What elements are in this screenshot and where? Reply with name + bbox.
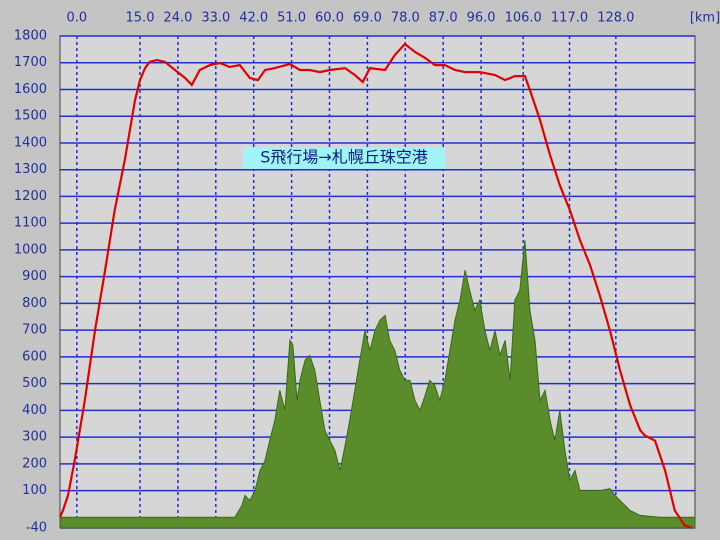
x-tick-label: 51.0 <box>277 11 306 26</box>
annotation-box <box>243 147 445 169</box>
y-tick-label: 1400 <box>14 135 47 150</box>
y-tick-label: 800 <box>22 296 47 311</box>
x-tick-label: 128.0 <box>597 11 634 26</box>
y-tick-label: 1200 <box>14 189 47 204</box>
y-tick-label: 1600 <box>14 82 47 97</box>
y-tick-label: 1300 <box>14 162 47 177</box>
y-tick-label: 400 <box>22 403 47 418</box>
x-tick-label: 87.0 <box>429 11 458 26</box>
y-tick-label: 1500 <box>14 109 47 124</box>
x-tick-label: 15.0 <box>126 11 155 26</box>
y-tick-label: 600 <box>22 349 47 364</box>
y-tick-label: 1000 <box>14 242 47 257</box>
terrain-area <box>59 240 696 529</box>
x-tick-label: 0.0 <box>66 11 87 26</box>
y-tick-label: 200 <box>22 456 47 471</box>
x-tick-label: 60.0 <box>315 11 344 26</box>
y-tick-label: 1800 <box>14 29 47 44</box>
x-tick-label: 96.0 <box>467 11 496 26</box>
y-tick-label: 1100 <box>14 216 47 231</box>
altitude-line <box>58 42 692 529</box>
y-tick-label: 1700 <box>14 55 47 70</box>
y-tick-label: 500 <box>22 376 47 391</box>
x-tick-label: 24.0 <box>163 11 192 26</box>
y-tick-label: 700 <box>22 323 47 338</box>
y-tick-label: 300 <box>22 430 47 445</box>
x-tick-label: 117.0 <box>551 11 588 26</box>
x-tick-label: 33.0 <box>201 11 230 26</box>
x-tick-label: 106.0 <box>505 11 542 26</box>
annotation: S飛行場→札幌丘珠空港 <box>260 148 428 167</box>
x-tick-label: 78.0 <box>391 11 420 26</box>
y-tick-label: 100 <box>22 483 47 498</box>
x-tick-label: 69.0 <box>353 11 382 26</box>
x-tick-label: 42.0 <box>239 11 268 26</box>
y-tick-label: 900 <box>22 269 47 284</box>
x-axis-label: [km] <box>690 11 720 26</box>
y-tick-label: -40 <box>26 521 47 536</box>
